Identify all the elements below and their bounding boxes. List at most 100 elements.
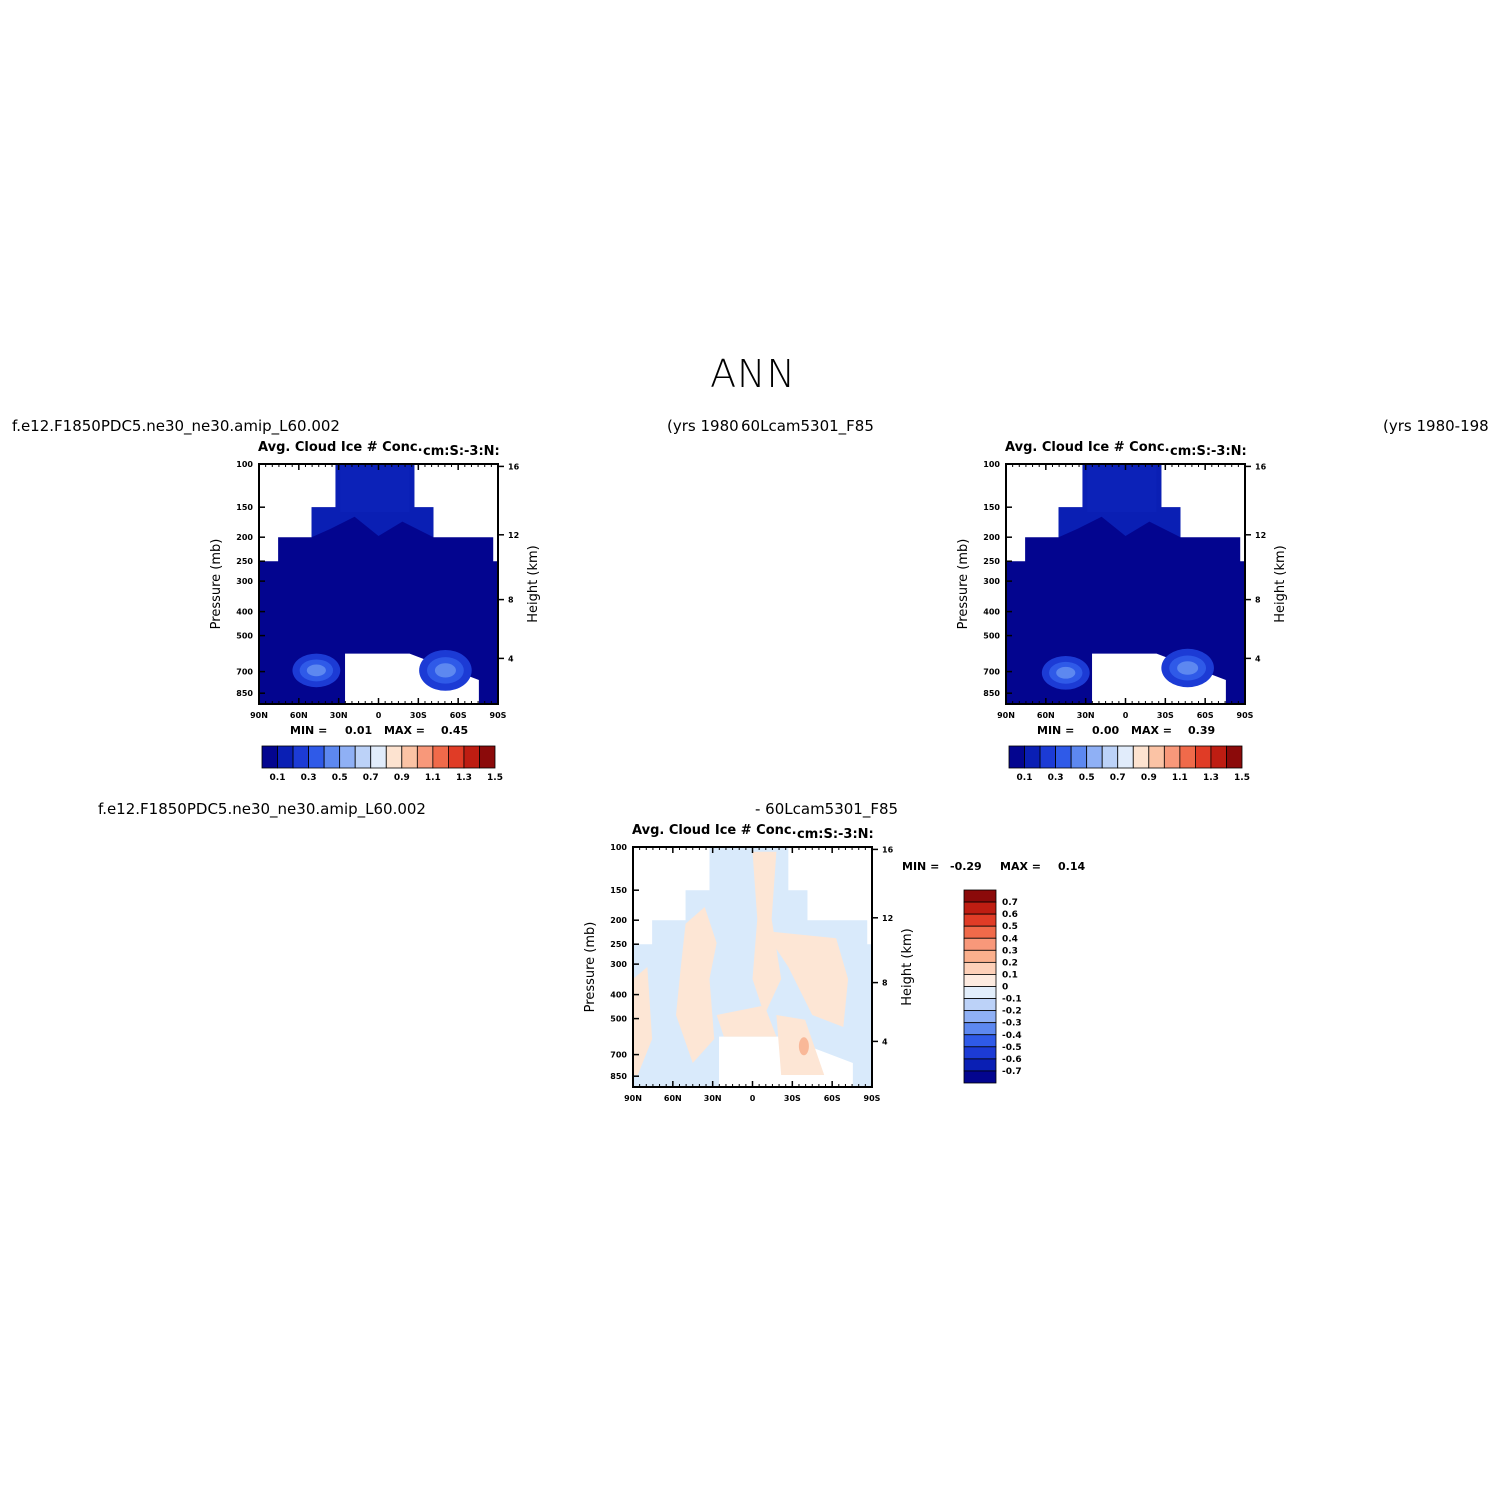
units-label-1: cm:S:-3:N: — [423, 444, 500, 459]
x-tick-label: 0 — [1123, 711, 1129, 720]
y-tick-label: 500 — [610, 1015, 627, 1024]
top-column — [340, 464, 410, 512]
colorbar-box — [963, 986, 997, 999]
colorbar-label: -0.1 — [1002, 995, 1022, 1005]
plot-title-3: Avg. Cloud Ice # Conc. — [632, 823, 797, 838]
y-right-axis-label: Height (km) — [1273, 545, 1288, 622]
plot-title-1: Avg. Cloud Ice # Conc. — [258, 440, 423, 455]
colorbar-box — [1226, 745, 1243, 769]
x-tick-label: 30S — [784, 1094, 801, 1103]
colorbar-label: -0.3 — [1002, 1019, 1022, 1029]
colorbar-label: 0.7 — [363, 773, 379, 783]
colorbar-box — [963, 937, 997, 951]
x-tick-label: 90S — [1237, 711, 1254, 720]
y-tick-label: 100 — [983, 460, 1000, 469]
x-tick-label: 60N — [290, 711, 308, 720]
y-tick-label: 850 — [610, 1072, 627, 1081]
y-right-tick-label: 8 — [882, 979, 888, 988]
min-label-2: MIN = — [1037, 724, 1075, 737]
y-right-tick-label: 4 — [1255, 654, 1261, 663]
x-tick-label: 60S — [450, 711, 467, 720]
colorbar-box — [963, 901, 997, 915]
y-tick-label: 100 — [236, 460, 253, 469]
blob-core — [306, 664, 326, 677]
case-label-top-right: 60Lcam5301_F85 — [741, 417, 874, 435]
colorbar-box — [963, 1070, 997, 1084]
colorbar-box — [963, 961, 997, 975]
min-value-3: -0.29 — [950, 860, 982, 873]
y-right-tick-label: 16 — [882, 845, 894, 854]
max-label-1: MAX = — [384, 724, 425, 737]
y-tick-label: 200 — [983, 533, 1000, 542]
blob-core — [1177, 661, 1199, 675]
units-label-2: cm:S:-3:N: — [1170, 444, 1247, 459]
colorbar-label: 0.3 — [1048, 773, 1064, 783]
colorbar-label: 0 — [1002, 983, 1008, 993]
colorbar-box — [963, 1010, 997, 1024]
years-label-top-right: (yrs 1980-198 — [1383, 417, 1489, 435]
min-value-2: 0.00 — [1092, 724, 1120, 737]
colorbar-box — [963, 913, 997, 927]
min-label-3: MIN = — [902, 860, 940, 873]
y-tick-label: 300 — [610, 960, 627, 969]
diff-positive-area — [716, 1005, 777, 1037]
y-right-tick-label: 12 — [882, 914, 893, 923]
top-column — [1087, 464, 1157, 512]
y-tick-label: 150 — [610, 886, 627, 895]
x-tick-label: 90N — [624, 1094, 642, 1103]
colorbar-label: 1.5 — [1234, 773, 1250, 783]
colorbar-label: -0.6 — [1002, 1055, 1022, 1065]
y-tick-label: 250 — [983, 557, 1000, 566]
colorbar-label: -0.5 — [1002, 1043, 1022, 1053]
y-tick-label: 400 — [236, 608, 253, 617]
plot-frame — [1005, 463, 1246, 705]
colorbar-label: 0.2 — [1002, 958, 1018, 968]
colorbar-label: 0.9 — [394, 773, 410, 783]
colorbar-box — [963, 1046, 997, 1060]
diff-positive-area — [676, 907, 717, 1063]
x-tick-label: 30N — [1077, 711, 1095, 720]
colorbar-label: -0.4 — [1002, 1031, 1022, 1041]
min-label-1: MIN = — [290, 724, 328, 737]
x-tick-label: 30S — [410, 711, 427, 720]
max-value-1: 0.45 — [441, 724, 469, 737]
y-tick-label: 500 — [236, 632, 253, 641]
y-right-axis-label: Height (km) — [900, 928, 915, 1005]
x-tick-label: 90N — [250, 711, 268, 720]
y-right-tick-label: 4 — [882, 1037, 888, 1046]
colorbar-label: 1.3 — [1203, 773, 1219, 783]
colorbar-box — [963, 925, 997, 939]
x-tick-label: 0 — [376, 711, 382, 720]
x-tick-label: 30N — [330, 711, 348, 720]
y-right-tick-label: 12 — [508, 531, 519, 540]
x-tick-label: 60N — [664, 1094, 682, 1103]
plot-frame — [258, 463, 499, 705]
x-tick-label: 60S — [1197, 711, 1214, 720]
y-tick-label: 700 — [983, 668, 1000, 677]
y-tick-label: 850 — [236, 689, 253, 698]
max-label-3: MAX = — [1000, 860, 1041, 873]
y-tick-label: 700 — [610, 1051, 627, 1060]
colorbar-label: 0.4 — [1002, 934, 1018, 944]
main-title: ANN — [710, 352, 796, 396]
colorbar-label: 0.6 — [1002, 910, 1018, 920]
y-right-tick-label: 16 — [508, 462, 520, 471]
colorbar-label: 0.7 — [1002, 898, 1018, 908]
y-tick-label: 250 — [610, 940, 627, 949]
y-right-tick-label: 8 — [508, 596, 514, 605]
y-tick-label: 200 — [236, 533, 253, 542]
colorbar-label: 1.1 — [425, 773, 441, 783]
years-label-top-left: (yrs 1980 — [667, 417, 739, 435]
y-tick-label: 200 — [610, 916, 627, 925]
case-label-diff-2: - 60Lcam5301_F85 — [755, 800, 899, 818]
colorbar-label: 0.5 — [1002, 922, 1018, 932]
colorbar-label: 1.5 — [487, 773, 503, 783]
colorbar-label: -0.2 — [1002, 1007, 1022, 1017]
max-value-3: 0.14 — [1058, 860, 1086, 873]
y-axis-label: Pressure (mb) — [956, 539, 971, 630]
y-right-axis-label: Height (km) — [526, 545, 541, 622]
max-label-2: MAX = — [1131, 724, 1172, 737]
colorbar-label: 0.1 — [1002, 970, 1018, 980]
